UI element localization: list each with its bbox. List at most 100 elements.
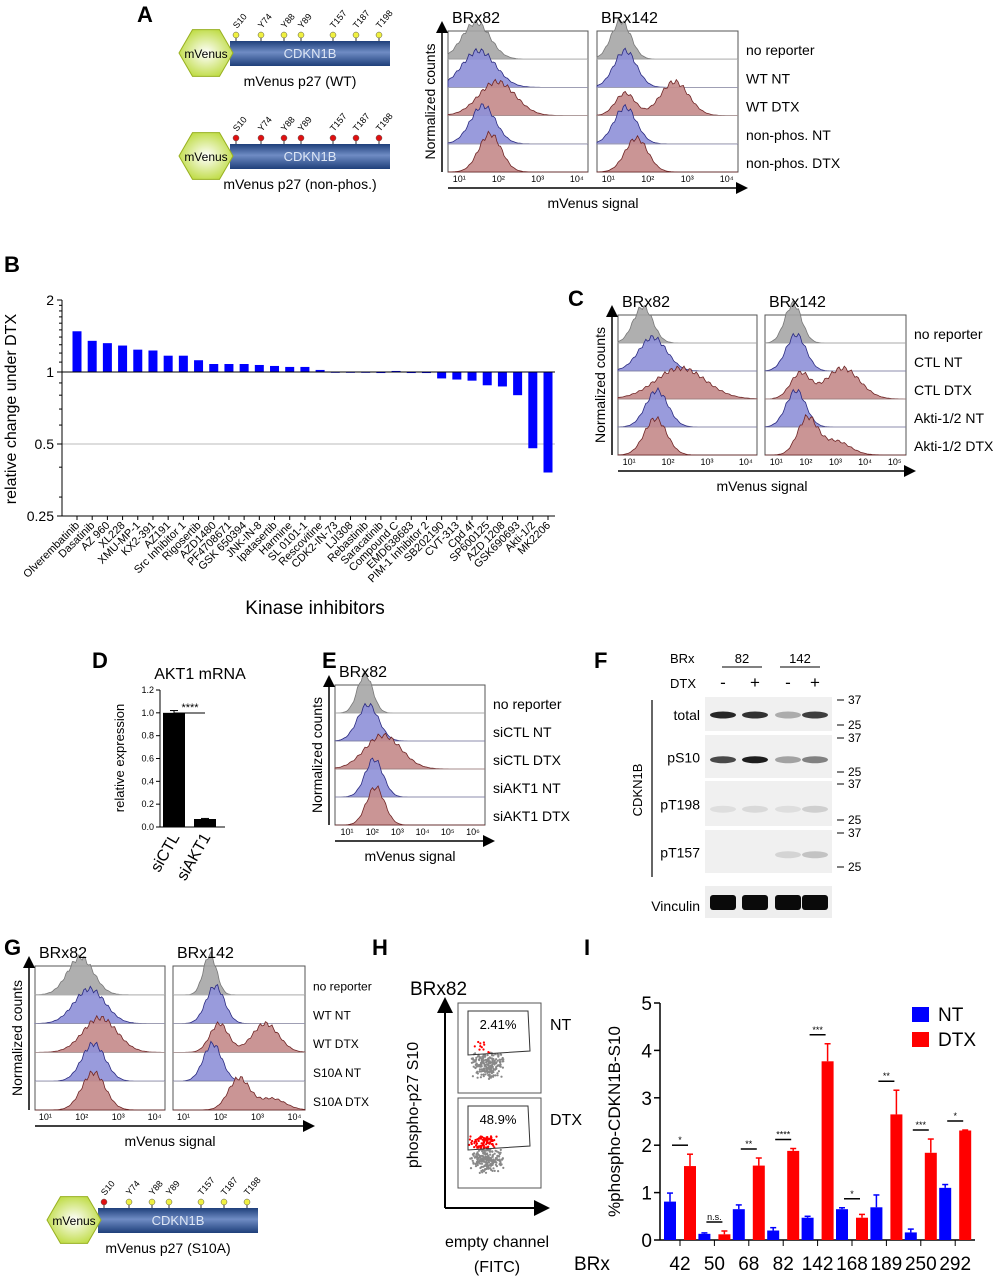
bar-siakt1	[194, 819, 216, 827]
phospho-site-marker	[297, 134, 305, 142]
y-tick-label: 1.2	[141, 685, 154, 695]
blot-band	[775, 756, 801, 764]
event-dot	[474, 1165, 478, 1168]
cdkn1b-label: CDKN1B	[284, 149, 337, 164]
event-dot-gated	[486, 1141, 489, 1144]
y-tick-label: 1	[46, 364, 54, 380]
event-dot-gated	[485, 1143, 488, 1146]
cell-line-142: 142	[789, 651, 811, 666]
blot-band	[802, 851, 828, 859]
x-axis-label: mVenus signal	[124, 1133, 215, 1149]
bar-ipatasertib	[270, 365, 280, 372]
histogram-title: BRx82	[339, 664, 387, 681]
event-dot	[499, 1151, 502, 1154]
event-dot	[485, 1058, 488, 1061]
bar-az-960	[102, 343, 112, 372]
x-tick-label: 292	[939, 1254, 971, 1275]
dtx-sign: +	[750, 673, 760, 692]
event-dot	[491, 1150, 494, 1153]
event-dot-gated	[473, 1146, 476, 1149]
event-dot	[498, 1058, 501, 1061]
bar-dtx-168	[856, 1217, 868, 1240]
event-dot	[484, 1054, 487, 1057]
x-tick-label: 10³	[700, 457, 713, 467]
legend-label: S10A NT	[313, 1066, 362, 1080]
event-dot-gated	[495, 1135, 498, 1138]
bar-dtx-142	[821, 1061, 834, 1240]
event-dot	[479, 1166, 482, 1170]
legend-label: WT NT	[746, 70, 791, 86]
dtx-label: DTX	[670, 676, 696, 691]
blot-band	[775, 895, 801, 910]
bar-dasatinib	[87, 340, 97, 372]
panel-label-g: G	[4, 935, 21, 960]
legend-label: no reporter	[746, 42, 815, 58]
phospho-site-marker	[165, 1198, 173, 1206]
event-dot	[490, 1066, 493, 1069]
event-dot	[492, 1167, 495, 1170]
legend-label: WT DTX	[746, 99, 800, 115]
panel-label-e: E	[322, 648, 337, 673]
event-dot	[486, 1054, 489, 1057]
event-dot-gated	[479, 1146, 482, 1149]
event-dot-gated	[483, 1043, 486, 1046]
event-dot-gated	[469, 1135, 472, 1138]
event-dot	[478, 1068, 481, 1071]
event-dot	[491, 1159, 494, 1162]
event-dot	[482, 1075, 485, 1078]
y-axis-label: Normalized counts	[422, 44, 438, 160]
x-tick-label: 10³	[251, 1112, 264, 1122]
legend-label: no reporter	[493, 696, 562, 712]
event-dot	[488, 1150, 491, 1153]
mvenus-label: mVenus	[184, 150, 227, 164]
x-tick-label: 10⁴	[148, 1112, 162, 1122]
event-dot	[482, 1073, 485, 1076]
event-dot	[492, 1062, 495, 1065]
event-dot	[483, 1168, 487, 1171]
legend-label: CTL DTX	[914, 382, 972, 398]
site-label: Y74	[124, 1179, 142, 1198]
site-label: Y89	[164, 1179, 182, 1198]
event-dot-gated	[489, 1141, 492, 1144]
cdkn1b-label: CDKN1B	[152, 1213, 205, 1228]
event-dot	[493, 1152, 496, 1155]
event-dot	[491, 1063, 494, 1066]
histogram-red	[35, 1070, 165, 1111]
chart-d-akt1-mrna: AKT1 mRNA0.00.20.40.60.81.01.2siCTLsiAKT…	[112, 666, 246, 884]
event-dot	[499, 1064, 502, 1067]
event-dot	[494, 1074, 497, 1077]
x-tick-label: 10⁴	[858, 457, 872, 467]
bar-nt-250	[904, 1232, 917, 1240]
event-dot	[495, 1066, 498, 1069]
significance-label: *	[678, 1135, 682, 1145]
bar-nt-292	[939, 1187, 952, 1240]
y-tick-label: 4	[641, 1041, 652, 1062]
x-tick-label: 10³	[829, 457, 842, 467]
bar-nt-142	[801, 1217, 814, 1240]
histogram-red	[447, 130, 588, 173]
event-dot-gated	[475, 1144, 478, 1147]
event-dot	[498, 1162, 501, 1165]
event-dot	[490, 1168, 493, 1171]
event-dot	[497, 1151, 501, 1154]
site-label: Y88	[147, 1179, 165, 1198]
blot-band	[742, 895, 768, 910]
site-label: Y88	[279, 12, 297, 31]
y-tick-label: 0.0	[141, 822, 154, 832]
cell-line-82: 82	[735, 651, 749, 666]
event-dot-gated	[477, 1040, 480, 1044]
x-tick-label: 10²	[492, 174, 505, 184]
cdkn1b-label: CDKN1B	[284, 46, 337, 61]
y-axis-label: Normalized counts	[309, 697, 325, 813]
event-dot-gated	[479, 1135, 482, 1138]
bar-gsk690693	[513, 372, 523, 396]
x-tick-label: 10³	[681, 174, 694, 184]
event-dot	[485, 1060, 488, 1063]
event-dot	[472, 1154, 475, 1157]
blot-band	[802, 805, 828, 813]
event-dot	[479, 1076, 482, 1079]
bar-dtx-68	[752, 1165, 765, 1240]
chart-i-phospho-s10: 0 1 2 3 4 5 %phospho-CDKN1B-S10 BRx 42 * 50 n.s. 68 *…	[574, 994, 976, 1275]
marker-37: 37	[848, 693, 862, 707]
x-tick-label: 68	[738, 1254, 759, 1275]
